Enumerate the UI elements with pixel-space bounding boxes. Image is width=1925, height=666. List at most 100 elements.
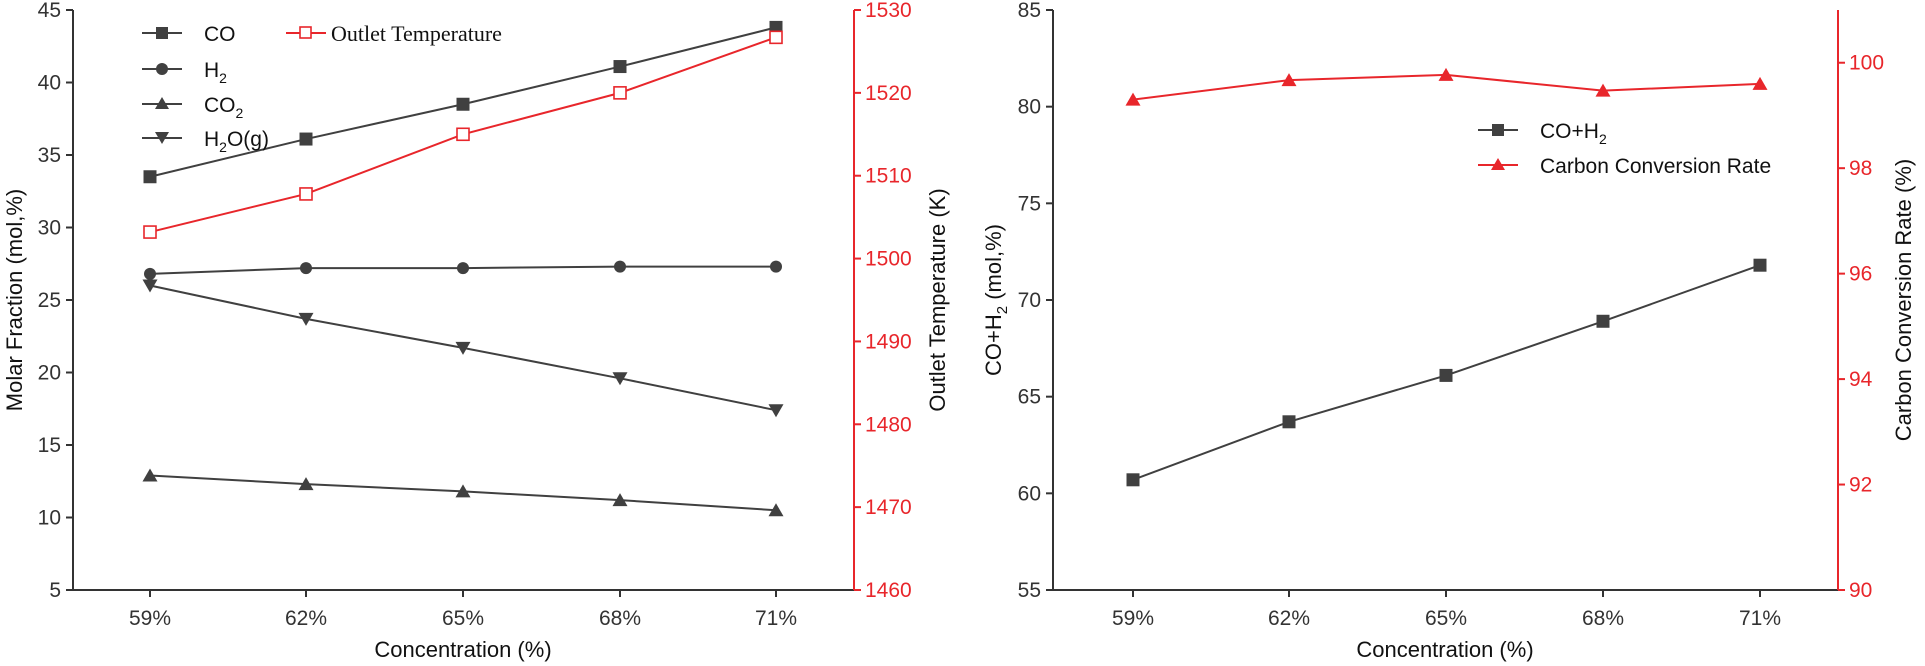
left-chart-x-tick-label: 65% (442, 607, 484, 630)
legend-item-co2: CO2 (142, 94, 244, 121)
right-chart-right-tick-label: 100 (1849, 52, 1884, 75)
legend-marker-h2o (155, 132, 169, 144)
left-chart-x-tick-label: 71% (755, 607, 797, 630)
legend-item-co-h2: CO+H2 (1478, 120, 1607, 147)
legend-label-co2: CO2 (204, 94, 244, 121)
left-chart-legend: CO H2 CO2 H2O(g) Outlet Temperature (142, 21, 502, 155)
left-chart-right-tick-label: 1480 (865, 413, 912, 436)
legend-label-co-h2: CO+H2 (1540, 120, 1607, 147)
left-chart-point-co2 (455, 484, 471, 498)
right-chart-x-tick-label: 62% (1268, 607, 1310, 630)
left-chart-right-tick-label: 1460 (865, 579, 912, 602)
left-chart-y-tick-label: 30 (38, 217, 61, 240)
legend-item-carbon-conversion-rate: Carbon Conversion Rate (1478, 155, 1771, 178)
left-chart-right-tick-label: 1530 (865, 0, 912, 22)
left-chart-point-co (143, 170, 157, 184)
right-chart-y-tick-label: 75 (1018, 192, 1041, 215)
right-chart-right-tick-label: 90 (1849, 579, 1872, 602)
right-chart-point-carbon-conversion-rate (1752, 76, 1768, 90)
right-chart-y-tick-label: 85 (1018, 0, 1041, 22)
right-chart-point-co-h2 (1596, 314, 1610, 328)
right-chart-y-tick-label: 60 (1018, 482, 1041, 505)
right-chart-point-carbon-conversion-rate (1438, 67, 1454, 81)
left-chart-point-outlet-temperature (143, 225, 157, 239)
right-chart-series-layer (1125, 67, 1768, 487)
left-chart-point-co (299, 132, 313, 146)
left-chart-x-axis-title: Concentration (%) (374, 637, 551, 662)
right-chart-x-tick-label: 68% (1582, 607, 1624, 630)
left-chart-right-tick-label: 1510 (865, 165, 912, 188)
legend-marker-carbon-conversion-rate (1491, 158, 1505, 170)
left-chart-point-outlet-temperature (613, 86, 627, 100)
right-chart-y-tick-label: 70 (1018, 289, 1041, 312)
right-chart-right-tick-label: 96 (1849, 263, 1872, 286)
right-chart-legend: CO+H2 Carbon Conversion Rate (1478, 120, 1771, 178)
left-chart-right-tick-label: 1500 (865, 248, 912, 271)
left-chart-y-tick-label: 15 (38, 434, 61, 457)
left-chart-x-tick-label: 62% (285, 607, 327, 630)
legend-label-co: CO (204, 23, 236, 46)
left-chart-point-h2 (457, 262, 469, 275)
left-chart-point-h2o-g (142, 279, 158, 293)
legend-item-co: CO (142, 23, 236, 46)
left-chart-point-h2o-g (455, 341, 471, 355)
legend-item-outlet-temperature: Outlet Temperature (286, 21, 502, 46)
right-chart-point-co-h2 (1439, 368, 1453, 382)
legend-label-carbon-conversion-rate: Carbon Conversion Rate (1540, 155, 1771, 178)
right-chart-right-tick-label: 98 (1849, 157, 1872, 180)
legend-marker-co (156, 27, 168, 39)
left-chart-point-co (456, 97, 470, 111)
right-chart-y-tick-label: 65 (1018, 386, 1041, 409)
left-chart-y-tick-label: 35 (38, 144, 61, 167)
legend-marker-h2 (156, 63, 168, 75)
left-chart-right-tick-label: 1520 (865, 82, 912, 105)
right-chart-point-carbon-conversion-rate (1595, 83, 1611, 97)
left-chart-point-h2 (770, 260, 782, 273)
right-chart-right-tick-label: 94 (1849, 368, 1873, 391)
right-chart-right-axis-title: Carbon Conversion Rate (%) (1891, 159, 1916, 441)
legend-label-h2o: H2O(g) (204, 128, 269, 155)
left-chart-ticks: 5101520253035404514601470148014901500151… (38, 0, 912, 630)
left-chart-y-tick-label: 40 (38, 72, 61, 95)
left-chart-point-outlet-temperature (769, 30, 783, 45)
right-chart-y-tick-label: 80 (1018, 96, 1041, 119)
legend-marker-co2 (155, 97, 169, 109)
left-chart-y-tick-label: 20 (38, 362, 61, 385)
right-chart-x-tick-label: 65% (1425, 607, 1467, 630)
right-chart-x-tick-label: 59% (1112, 607, 1154, 630)
left-chart-x-tick-label: 68% (599, 607, 641, 630)
left-chart-point-h2 (614, 260, 626, 273)
right-chart-point-co-h2 (1126, 473, 1140, 487)
left-chart-point-co2 (768, 503, 784, 517)
left-chart-x-tick-label: 59% (129, 607, 171, 630)
legend-item-h2: H2 (142, 59, 227, 86)
left-chart-point-h2o-g (612, 372, 628, 386)
left-chart-series-layer (142, 20, 784, 517)
legend-label-outlet-temperature: Outlet Temperature (331, 21, 502, 46)
left-chart-y-tick-label: 45 (38, 0, 61, 22)
left-chart-right-axis-title: Outlet Temperature (K) (925, 188, 950, 411)
right-chart-point-carbon-conversion-rate (1125, 92, 1141, 106)
left-chart-y-tick-label: 10 (38, 507, 61, 530)
left-chart-right-tick-label: 1470 (865, 496, 912, 519)
left-chart-point-outlet-temperature (456, 127, 470, 142)
right-chart-x-tick-label: 71% (1739, 607, 1781, 630)
right-chart-x-axis-title: Concentration (%) (1356, 637, 1533, 662)
left-chart-point-co2 (142, 468, 158, 482)
right-chart-point-carbon-conversion-rate (1281, 73, 1297, 87)
legend-marker-outlet-temperature (299, 26, 312, 39)
left-chart-point-h2o-g (298, 312, 314, 326)
right-chart-point-co-h2 (1282, 415, 1296, 429)
legend-marker-co-h2 (1492, 124, 1504, 136)
right-chart-right-tick-label: 92 (1849, 474, 1872, 497)
left-chart-y-tick-label: 5 (49, 579, 61, 602)
left-chart-point-h2 (144, 267, 156, 280)
left-chart-point-outlet-temperature (299, 187, 313, 201)
right-chart-y-axis-title: CO+H2 (mol,%) (981, 224, 1011, 376)
left-chart-point-h2 (300, 262, 312, 275)
left-chart-point-h2o-g (768, 404, 784, 418)
right-chart-y-tick-label: 55 (1018, 579, 1041, 602)
legend-item-h2o: H2O(g) (142, 128, 269, 155)
right-chart-ticks: 55 60 65 70 75 80 85 90 92 94 96 98 100 59% 62% 65% 68% 7… (1018, 0, 1884, 630)
